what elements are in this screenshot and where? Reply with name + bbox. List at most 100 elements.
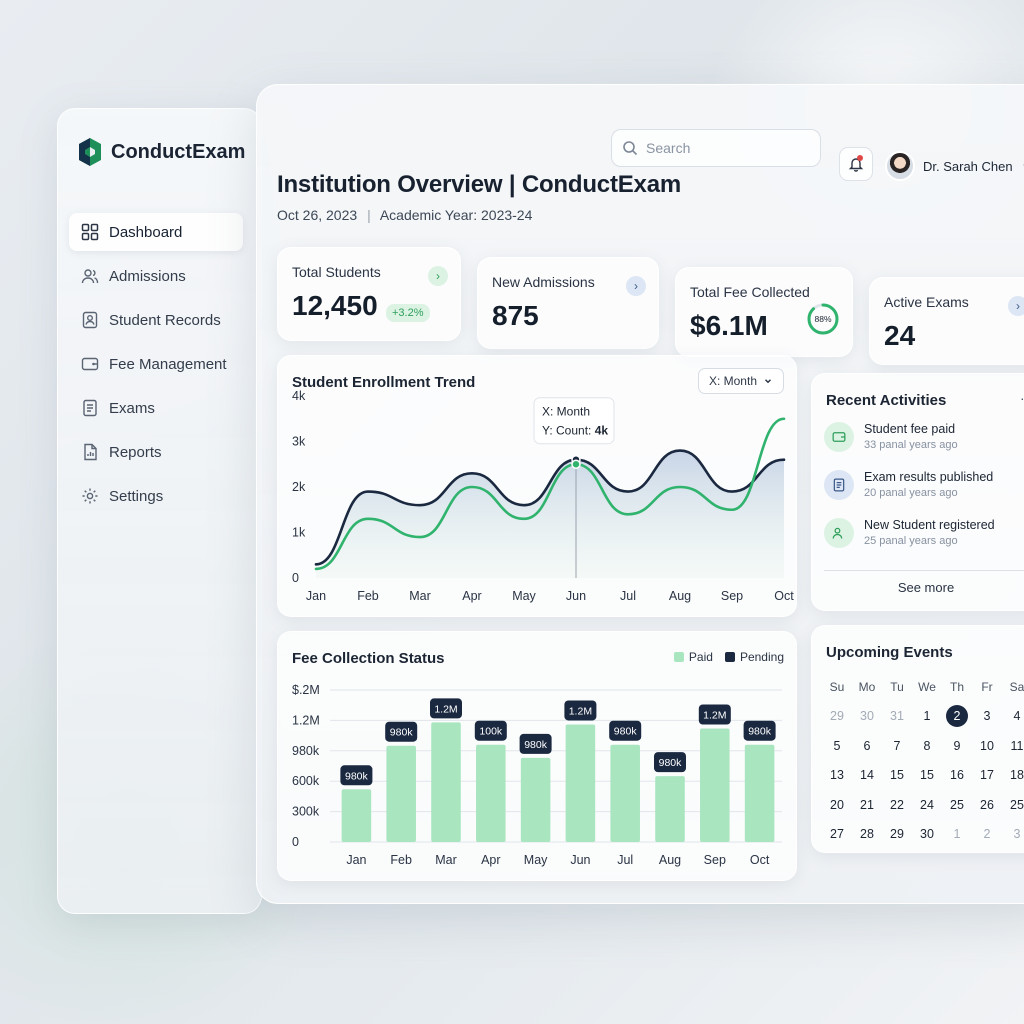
- ring-label: 88%: [814, 314, 831, 324]
- bar-data-label: 100k: [479, 726, 503, 738]
- user-menu[interactable]: Dr. Sarah Chen: [885, 151, 1024, 181]
- bar-label-bg: [340, 765, 373, 786]
- sidebar-item-fee-management[interactable]: Fee Management: [69, 345, 243, 383]
- chevron-right-icon[interactable]: ›: [1008, 296, 1024, 316]
- fee-bar-chart: 0 300k 600k 980k 1.2M $.2M 980k Jan 980k Feb 1.2M M…: [292, 683, 782, 867]
- weekday-label: Su: [829, 679, 845, 694]
- sidebar-item-label: Exams: [109, 399, 155, 417]
- calendar-day[interactable]: 1: [923, 709, 931, 724]
- month-filter-select[interactable]: X: Month: [697, 368, 784, 394]
- tooltip-y: Y: Count: 4k: [542, 424, 608, 438]
- calendar-day[interactable]: 27: [830, 827, 844, 842]
- calendar-day[interactable]: 21: [860, 797, 874, 812]
- calendar-day[interactable]: 6: [863, 738, 871, 753]
- notification-button[interactable]: [839, 147, 873, 181]
- calendar-day[interactable]: 8: [923, 738, 931, 753]
- calendar-day[interactable]: 25: [1010, 797, 1024, 812]
- calendar-day[interactable]: 24: [920, 797, 934, 812]
- sidebar: ConductExam Dashboard Admissions Student…: [57, 108, 262, 914]
- x-tick-label: May: [512, 589, 536, 603]
- calendar-day[interactable]: 25: [950, 797, 964, 812]
- x-tick-label: Jan: [346, 853, 366, 867]
- stat-card-active-exams[interactable]: Active Exams 24 ›: [869, 277, 1024, 365]
- bar-label-bg: [609, 720, 642, 741]
- bar-data-label: 980k: [614, 726, 638, 738]
- sidebar-item-reports[interactable]: Reports: [69, 433, 243, 471]
- calendar-day[interactable]: 3: [983, 709, 991, 724]
- more-icon[interactable]: ···: [1020, 390, 1024, 406]
- logo-icon: [79, 138, 101, 166]
- stat-label: New Admissions: [492, 274, 595, 290]
- sidebar-item-settings[interactable]: Settings: [69, 477, 243, 515]
- sidebar-item-label: Fee Management: [109, 355, 227, 373]
- brand[interactable]: ConductExam: [78, 137, 245, 167]
- calendar-day[interactable]: 16: [950, 768, 964, 783]
- calendar-day-selected[interactable]: 2: [942, 705, 972, 728]
- stat-card-total-fee-collected[interactable]: Total Fee Collected $6.1M 88%: [675, 267, 853, 357]
- calendar-day[interactable]: 10: [980, 738, 994, 753]
- activity-item[interactable]: Exam results published 20 panal years ag…: [824, 470, 993, 500]
- search-input[interactable]: Search: [611, 129, 821, 167]
- calendar-day[interactable]: 15: [890, 768, 904, 783]
- stat-card-new-admissions[interactable]: New Admissions 875 ›: [477, 257, 659, 349]
- calendar-day[interactable]: 31: [890, 709, 904, 724]
- enrollment-line-chart: 0 1k 2k 3k 4k Jan Feb Mar Apr May Jun Jul Aug Sep Oct X…: [292, 389, 794, 603]
- sidebar-item-student-records[interactable]: Student Records: [69, 301, 243, 339]
- calendar-day[interactable]: 26: [980, 797, 994, 812]
- activity-item[interactable]: Student fee paid 33 panal years ago: [824, 422, 958, 452]
- wallet-icon: [824, 422, 854, 452]
- calendar-day[interactable]: 29: [890, 827, 904, 842]
- brand-name: ConductExam: [111, 140, 246, 163]
- area-fill: [316, 450, 784, 578]
- calendar-day[interactable]: 22: [890, 797, 904, 812]
- calendar-day[interactable]: 1: [953, 827, 961, 842]
- stat-value: 875: [492, 300, 539, 331]
- page-subtitle: Oct 26, 2023 | Academic Year: 2023-24: [277, 207, 533, 223]
- x-tick-label: May: [524, 853, 548, 867]
- activity-time: 25 panal years ago: [864, 535, 958, 547]
- activity-item[interactable]: New Student registered 25 panal years ag…: [824, 518, 995, 548]
- stat-card-total-students[interactable]: Total Students 12,450 +3.2% ›: [277, 247, 461, 341]
- calendar-day[interactable]: 13: [830, 768, 844, 783]
- bar-paid: [610, 744, 640, 842]
- stat-label: Total Students: [292, 264, 381, 280]
- calendar-day[interactable]: 20: [830, 797, 844, 812]
- calendar-day[interactable]: 5: [833, 738, 841, 753]
- calendar-week-row: 5 6 7 8 9 10 11: [822, 731, 1024, 761]
- calendar-day[interactable]: 14: [860, 768, 874, 783]
- bar-data-label: 1.2M: [434, 703, 457, 715]
- document-icon: [83, 399, 97, 417]
- calendar-day[interactable]: 3: [1013, 827, 1021, 842]
- calendar-day[interactable]: 17: [980, 768, 994, 783]
- bar-data-label: 980k: [748, 726, 772, 738]
- main-panel: Search Dr. Sarah Chen Institution Overvi…: [256, 84, 1024, 904]
- calendar-day[interactable]: 30: [860, 709, 874, 724]
- calendar-day[interactable]: 4: [1013, 709, 1021, 724]
- x-tick-label: Oct: [774, 589, 794, 603]
- calendar-day[interactable]: 18: [1010, 768, 1024, 783]
- calendar-day[interactable]: 2: [983, 827, 991, 842]
- see-more-link[interactable]: See more: [897, 580, 955, 595]
- sidebar-item-admissions[interactable]: Admissions: [69, 257, 243, 295]
- grid-icon: [81, 223, 99, 241]
- bar-data-label: 1.2M: [569, 705, 592, 717]
- weekday-label: We: [918, 679, 936, 694]
- chevron-right-icon[interactable]: ›: [428, 266, 448, 286]
- calendar-week-row: 20 21 22 24 25 26 25: [822, 790, 1024, 820]
- chevron-right-icon[interactable]: ›: [626, 276, 646, 296]
- sidebar-item-exams[interactable]: Exams: [69, 389, 243, 427]
- calendar-day[interactable]: 30: [920, 827, 934, 842]
- calendar-day[interactable]: 11: [1010, 738, 1024, 753]
- sidebar-item-dashboard[interactable]: Dashboard: [69, 213, 243, 251]
- x-tick-label: Aug: [659, 853, 681, 867]
- sidebar-item-label: Dashboard: [109, 223, 183, 241]
- calendar-day[interactable]: 7: [893, 738, 901, 753]
- calendar-day[interactable]: 9: [953, 738, 961, 753]
- activity-title: Exam results published: [864, 470, 994, 484]
- calendar-day[interactable]: 29: [830, 709, 844, 724]
- activities-title: Recent Activities: [826, 392, 947, 409]
- y-tick-label: $.2M: [292, 683, 320, 697]
- calendar-day[interactable]: 15: [920, 768, 934, 783]
- calendar-day[interactable]: 28: [860, 827, 874, 842]
- x-tick-label: Mar: [409, 589, 431, 603]
